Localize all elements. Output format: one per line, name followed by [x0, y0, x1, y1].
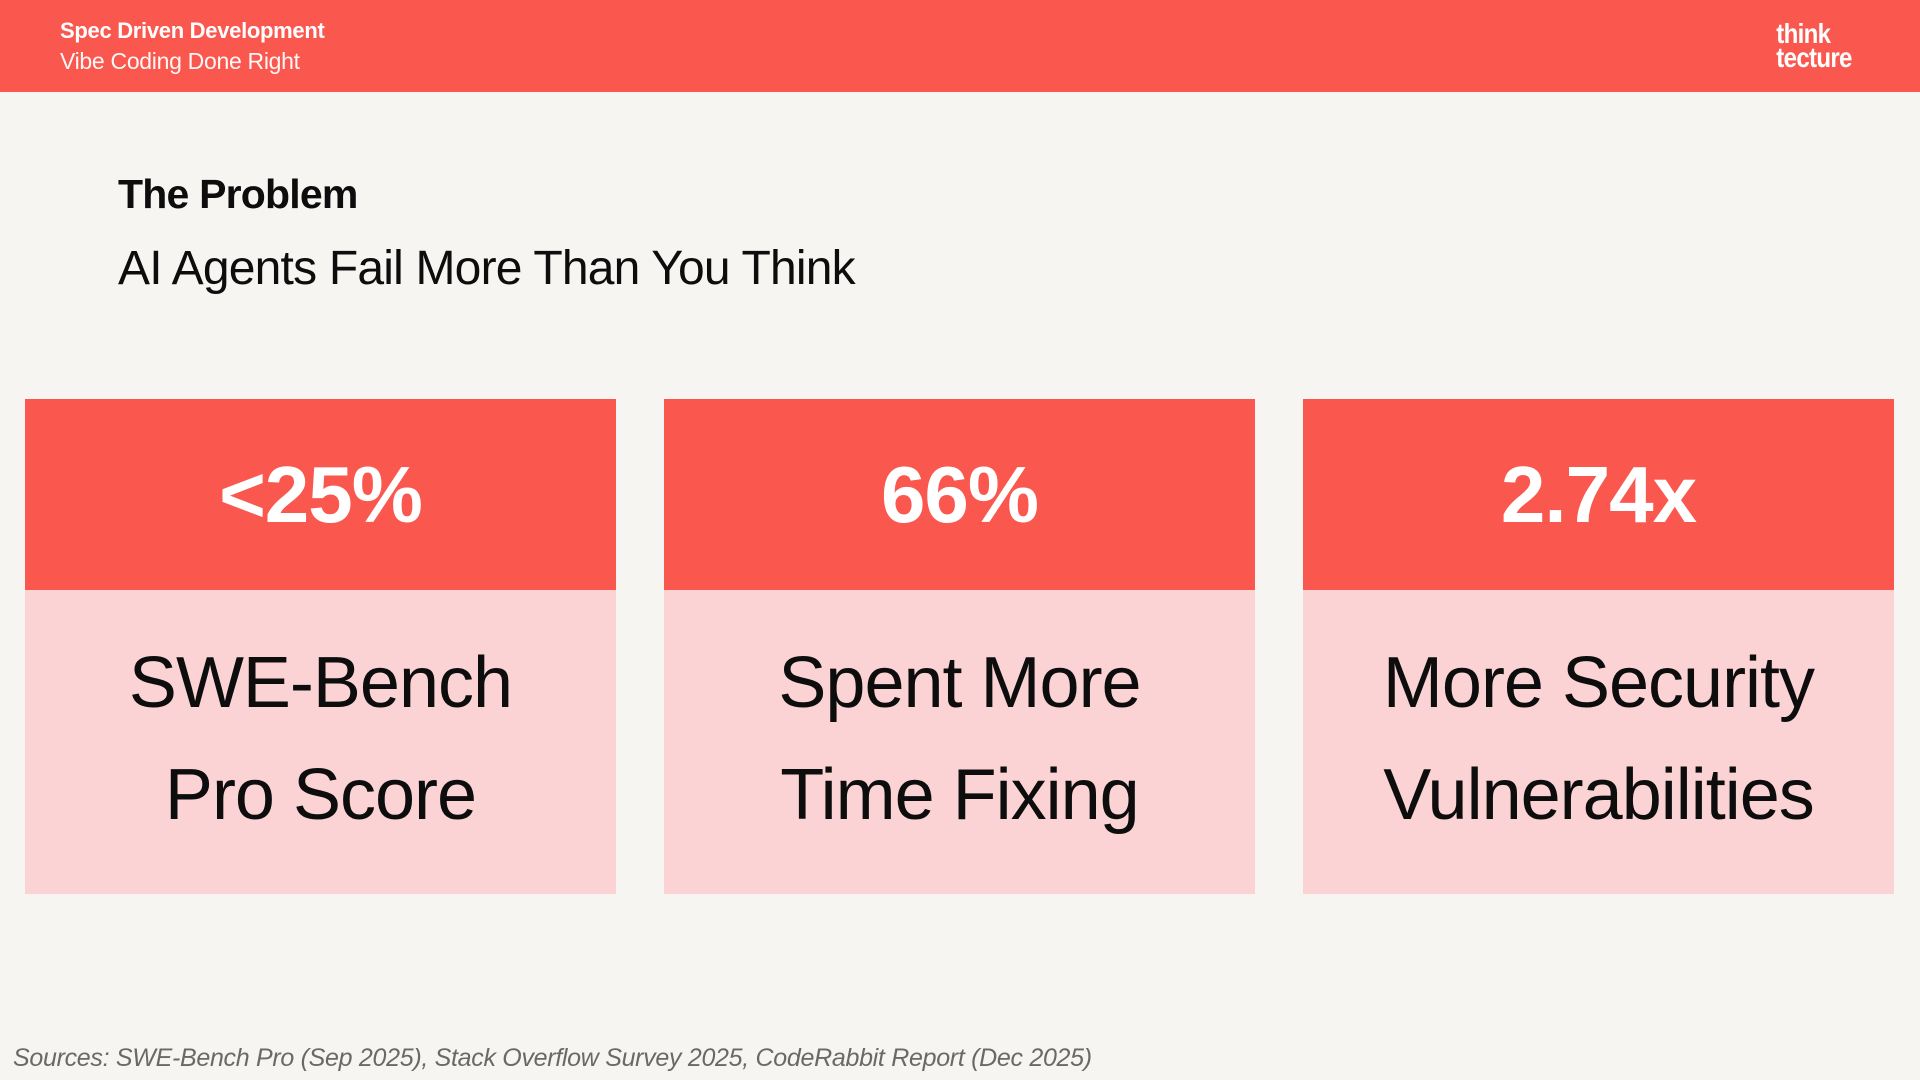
presentation-subtitle: Vibe Coding Done Right [60, 48, 300, 74]
stat-card-header: 66% [664, 399, 1255, 590]
stat-card-body: SWE-Bench Pro Score [25, 590, 616, 894]
stat-value: 66% [880, 449, 1039, 539]
stat-card-security: 2.74x More Security Vulnerabilities [1303, 399, 1894, 894]
stat-label-line: Time Fixing [780, 755, 1139, 835]
stat-card-body: Spent More Time Fixing [664, 590, 1255, 894]
stat-label-line: Pro Score [164, 755, 477, 835]
stat-value: <25% [219, 449, 423, 539]
logo-line-1: think [1776, 18, 1832, 49]
stat-card-header: 2.74x [1303, 399, 1894, 590]
slide-heading: The Problem AI Agents Fail More Than You… [118, 171, 856, 296]
presentation-title: Spec Driven Development [60, 18, 325, 43]
stat-card-body: More Security Vulnerabilities [1303, 590, 1894, 894]
slide-title: The Problem [118, 171, 358, 217]
stat-card-header: <25% [25, 399, 616, 590]
stat-label-line: More Security [1382, 643, 1815, 723]
logo-line-2: tecture [1776, 42, 1853, 73]
thinktecture-logo: think tecture [1776, 18, 1853, 73]
stat-value: 2.74x [1500, 449, 1697, 539]
stat-card-swe-bench: <25% SWE-Bench Pro Score [25, 399, 616, 894]
stat-cards-row: <25% SWE-Bench Pro Score 66% Spent More … [25, 399, 1894, 894]
slide-subtitle: AI Agents Fail More Than You Think [118, 242, 856, 296]
stat-label-line: SWE-Bench [128, 643, 513, 723]
header-bar: Spec Driven Development Vibe Coding Done… [0, 0, 1920, 92]
stat-card-time-fixing: 66% Spent More Time Fixing [664, 399, 1255, 894]
presentation-titles: Spec Driven Development Vibe Coding Done… [60, 16, 325, 76]
sources-footnote: Sources: SWE-Bench Pro (Sep 2025), Stack… [13, 1044, 1092, 1072]
stat-label-line: Vulnerabilities [1383, 755, 1815, 835]
stat-label-line: Spent More [778, 643, 1141, 723]
